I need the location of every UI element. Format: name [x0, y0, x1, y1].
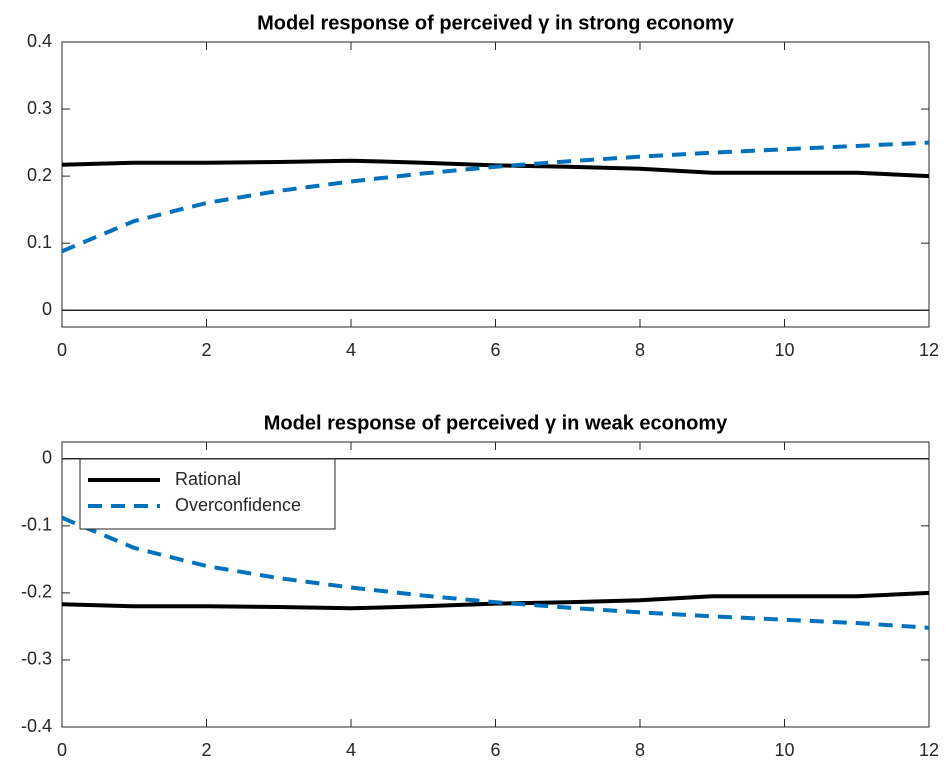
y-tick-label: -0.4	[21, 716, 52, 736]
x-tick-label: 10	[774, 740, 794, 760]
x-tick-label: 8	[635, 340, 645, 360]
legend-box	[79, 458, 336, 530]
line-series	[61, 515, 930, 630]
y-tick-label: 0	[42, 299, 52, 319]
x-tick-label: 4	[346, 740, 356, 760]
x-tick-label: 10	[774, 340, 794, 360]
line-series	[61, 140, 930, 254]
subplot: Model response of perceived γ in strong …	[27, 12, 939, 359]
y-tick-label: -0.2	[21, 582, 52, 602]
x-tick-label: 8	[635, 740, 645, 760]
x-tick-label: 0	[57, 340, 67, 360]
x-tick-label: 12	[919, 740, 939, 760]
chart-title: Model response of perceived γ in strong …	[257, 12, 735, 34]
legend: Rational Overconfidence	[79, 458, 336, 530]
plot-area	[61, 41, 930, 328]
y-tick-label: -0.3	[21, 649, 52, 669]
x-tick-label: 2	[201, 740, 211, 760]
x-tick-label: 12	[919, 340, 939, 360]
y-tick-label: 0.1	[27, 232, 52, 252]
y-tick-label: -0.1	[21, 515, 52, 535]
y-tick-label: 0.3	[27, 98, 52, 118]
x-tick-label: 4	[346, 340, 356, 360]
subplot: Model response of perceived γ in weak ec…	[21, 412, 939, 759]
chart-title: Model response of perceived γ in weak ec…	[264, 412, 728, 434]
x-tick-label: 6	[490, 340, 500, 360]
legend-label: Overconfidence	[175, 495, 301, 515]
x-tick-label: 0	[57, 740, 67, 760]
x-tick-label: 6	[490, 740, 500, 760]
x-tick-label: 2	[201, 340, 211, 360]
y-tick-label: 0.4	[27, 31, 52, 51]
legend-label: Rational	[175, 469, 241, 489]
y-tick-label: 0	[42, 448, 52, 468]
y-tick-label: 0.2	[27, 165, 52, 185]
